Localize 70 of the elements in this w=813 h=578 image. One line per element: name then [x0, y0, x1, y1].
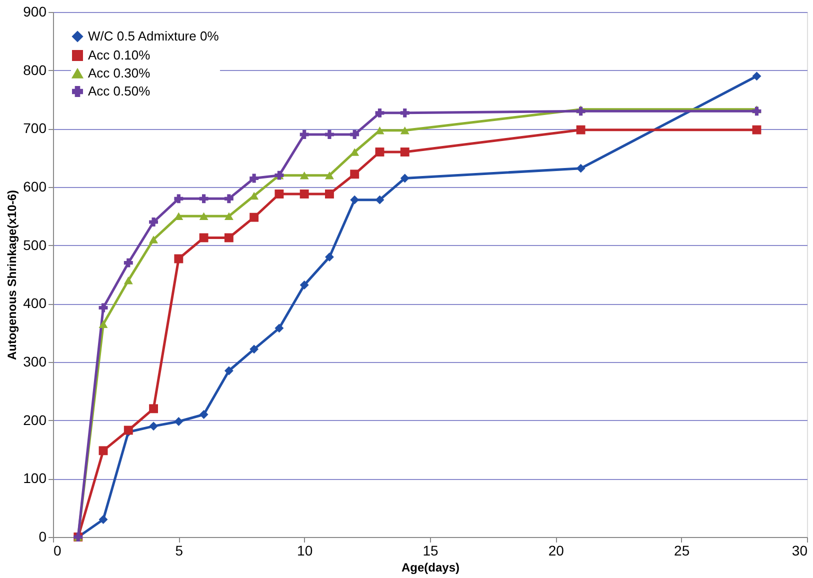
y-tick-label: 500: [23, 236, 47, 253]
point: [400, 108, 410, 118]
point: [174, 417, 184, 426]
point: [300, 130, 309, 139]
point: [400, 148, 410, 156]
x-tick-label: 25: [674, 542, 690, 558]
point: [149, 218, 158, 226]
y-tick-label: 900: [23, 4, 47, 20]
point: [250, 174, 259, 183]
point: [174, 254, 184, 264]
point: [324, 171, 334, 180]
point: [350, 130, 360, 139]
x-tick-label: 5: [175, 542, 184, 558]
point: [324, 190, 334, 198]
point: [149, 404, 158, 414]
y-tick-label: 300: [23, 354, 47, 370]
point: [400, 126, 410, 134]
point: [752, 125, 762, 134]
point: [350, 170, 360, 179]
point: [98, 515, 108, 524]
x-tick-label: 0: [54, 542, 62, 558]
point: [98, 446, 108, 456]
point: [98, 303, 108, 312]
point: [300, 171, 309, 180]
point: [300, 190, 309, 198]
legend-label: Acc 0.30%: [88, 66, 151, 80]
y-tick-label: 700: [23, 120, 47, 136]
point: [752, 72, 762, 81]
point: [199, 410, 208, 419]
point: [400, 174, 410, 183]
point: [224, 212, 234, 220]
point: [576, 164, 586, 173]
y-tick-label: 400: [23, 295, 47, 312]
point: [199, 194, 208, 204]
y-tick-label: 800: [23, 62, 47, 78]
point: [174, 194, 184, 204]
point: [149, 422, 158, 431]
point: [375, 148, 384, 156]
y-tick-label: 0: [38, 528, 47, 544]
point: [274, 324, 284, 333]
y-tick-label: 200: [23, 412, 47, 428]
point: [124, 276, 133, 284]
point: [375, 108, 384, 118]
point: [324, 252, 334, 262]
point: [250, 212, 259, 222]
point: [124, 258, 133, 268]
x-tick-label: 30: [792, 542, 808, 558]
point: [224, 366, 234, 376]
point: [250, 344, 259, 354]
legend-label: W/C 0.5 Admixture 0%: [88, 28, 220, 44]
x-tick-label: 20: [548, 542, 564, 558]
y-tick-label: 100: [23, 470, 47, 486]
legend-label: Acc 0.10%: [88, 48, 151, 62]
point: [375, 195, 384, 204]
legend-label: Acc 0.50%: [88, 84, 151, 98]
x-axis-title: Age(days): [401, 560, 460, 574]
point: [224, 233, 234, 242]
y-tick-label: 600: [23, 178, 47, 194]
point: [324, 130, 334, 139]
point: [576, 125, 586, 134]
point: [224, 194, 234, 204]
point: [199, 212, 208, 220]
point: [149, 236, 158, 244]
x-tick-label: 10: [297, 542, 313, 558]
x-tick-label: 15: [422, 542, 438, 558]
point: [300, 280, 309, 290]
point: [199, 233, 208, 242]
point: [98, 320, 108, 328]
y-axis-title: Autogenous Shrinkage(x10-6): [5, 190, 20, 360]
point: [274, 190, 284, 198]
